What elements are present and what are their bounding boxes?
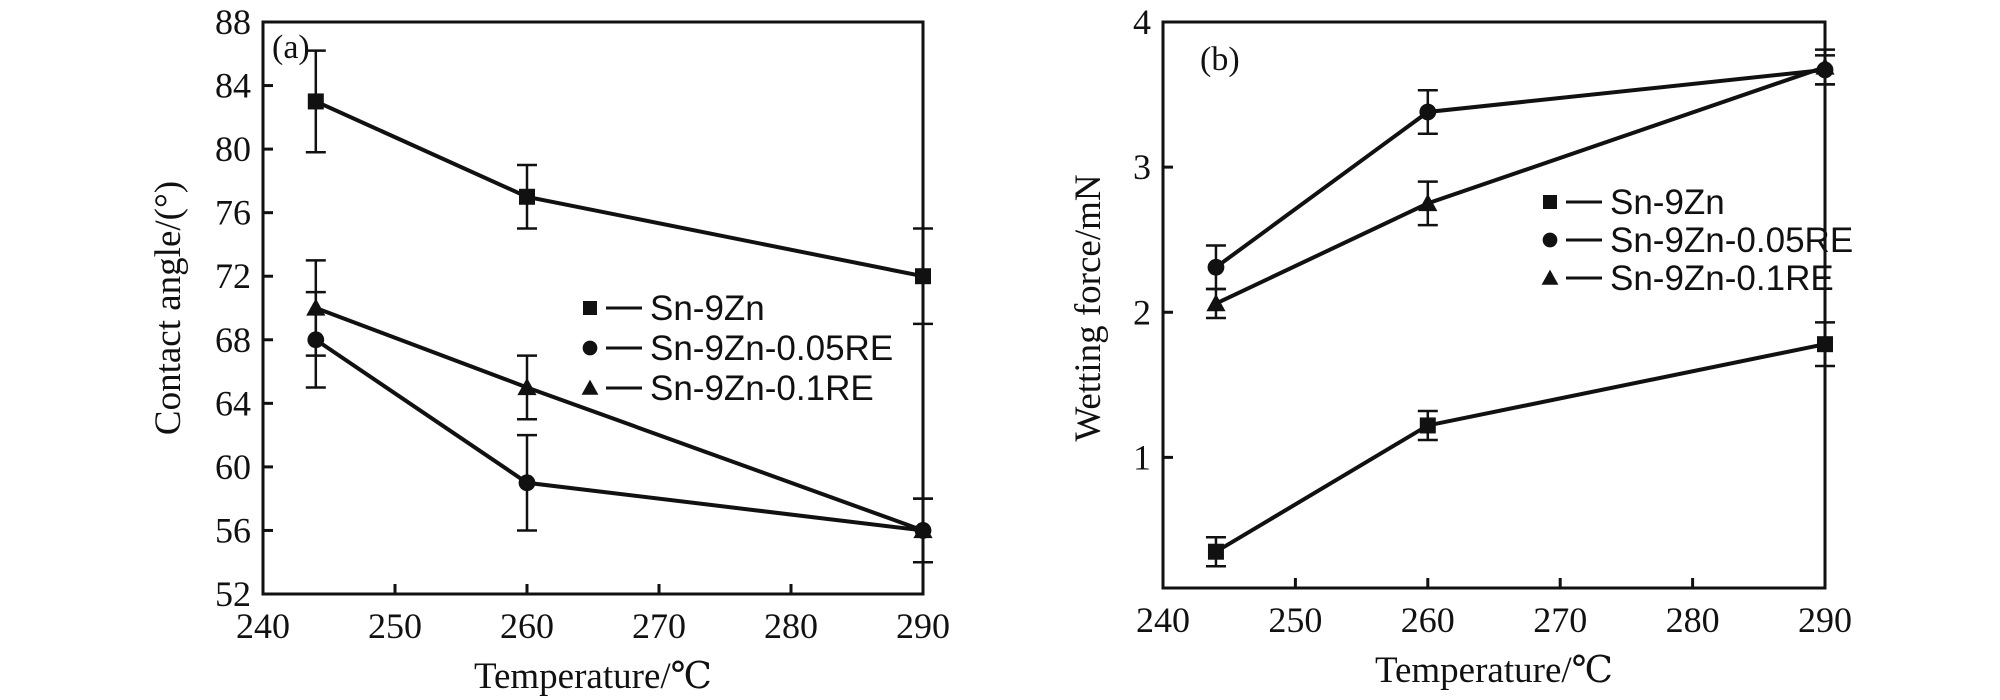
panel-a-x-tick-label: 290 (896, 606, 950, 646)
panel-a-y-tick-label: 60 (215, 447, 251, 487)
panel-b-x-tick-label: 260 (1401, 600, 1455, 640)
panel-a-y-tick-label: 68 (215, 320, 251, 360)
panel-b-legend-label: Sn-9Zn (1610, 183, 1725, 222)
panel-a-legend-label: Sn-9Zn (650, 289, 765, 328)
panel-a-data-point (307, 93, 324, 110)
panel-a-series-line (314, 99, 924, 279)
panel-a-x-axis-label: Temperature/℃ (474, 656, 712, 697)
panel-b-y-tick-label: 4 (1133, 2, 1151, 42)
panel-b-x-tick-label: 290 (1798, 600, 1852, 640)
panel-b-data-point (1419, 417, 1436, 434)
panel-b-x-axis-label: Temperature/℃ (1375, 650, 1613, 691)
panel-b: (b) Temperature/℃ Wetting force/mN 240 25… (1068, 2, 1853, 691)
panel-a-legend-label: Sn-9Zn-0.05RE (650, 329, 893, 368)
panel-b-plot-frame (1161, 20, 1827, 590)
panel-b-data-point (1418, 193, 1438, 212)
panel-b-y-tick-label: 2 (1133, 292, 1151, 332)
panel-a-y-tick-label: 76 (215, 193, 251, 233)
panel-a-x-tick-label: 240 (236, 606, 290, 646)
panel-b-legend-marker (1543, 195, 1557, 209)
panel-a-x-tick-label: 280 (764, 606, 818, 646)
panel-b-x-tick-label: 270 (1533, 600, 1587, 640)
panel-b-legend-marker (1542, 232, 1558, 248)
panel-b-y-tick-label: 3 (1133, 147, 1151, 187)
panel-a-y-tick-label: 88 (215, 2, 251, 42)
panel-a-marks (305, 49, 933, 564)
panel-b-legend-label: Sn-9Zn-0.1RE (1610, 259, 1834, 298)
panel-a-data-point (518, 474, 536, 492)
panel-b-x-tick-label: 250 (1268, 600, 1322, 640)
panel-a-data-point (913, 520, 933, 539)
panel-b-y-axis-label: Wetting force/mN (1068, 174, 1109, 441)
panel-a-data-point (306, 298, 326, 316)
panel-a-data-point (915, 268, 931, 285)
panel-b-data-point (1206, 293, 1226, 312)
panel-a-label: (a) (272, 29, 310, 66)
panel-a-x-tick-label: 250 (368, 606, 422, 646)
panel-b-data-point (1207, 258, 1225, 276)
panel-a-x-tick-label: 270 (632, 606, 686, 646)
panel-a-legend-label: Sn-9Zn-0.1RE (650, 369, 874, 408)
panel-a-y-axis-label: Contact angle/(°) (148, 181, 189, 435)
panel-a-y-tick-label: 56 (215, 510, 251, 550)
panel-b-data-point (1815, 57, 1835, 75)
panel-a-data-point (519, 188, 535, 205)
panel-b-x-tick-label: 280 (1666, 600, 1720, 640)
panel-b-legend-marker (1541, 269, 1559, 285)
panel-a-data-point (517, 377, 537, 396)
panel-b-series-line (1214, 342, 1826, 554)
panel-a-y-tick-label: 72 (215, 256, 251, 296)
panel-b-legend-label: Sn-9Zn-0.05RE (1610, 221, 1853, 260)
panel-b-ticks: 240 250 260 270 280 290 1 2 3 4 (1133, 2, 1852, 640)
panel-a-y-tick-label: 52 (215, 574, 251, 614)
panel-a-ticks: 240 250 260 270 280 290 52 56 60 64 68 72 76 80 84 88 (215, 2, 950, 646)
panel-b-y-tick-label: 1 (1133, 437, 1151, 477)
panel-b-data-point (1419, 103, 1437, 121)
panel-a-y-tick-label: 80 (215, 129, 251, 169)
panel-a-y-tick-label: 64 (215, 383, 251, 423)
panel-a-legend-marker (582, 340, 598, 356)
panel-b-data-point (1207, 543, 1224, 560)
panel-a-legend-marker (581, 379, 599, 395)
panel-b-x-tick-label: 240 (1136, 600, 1190, 640)
panel-b-data-point (1817, 336, 1833, 353)
panel-a-y-tick-label: 84 (215, 66, 251, 106)
panel-a: (a) Temperature/℃ Contact angle/(°) 240 2… (148, 2, 950, 697)
panel-b-marks (1205, 48, 1835, 568)
panel-b-label: (b) (1200, 41, 1240, 78)
panel-a-x-tick-label: 260 (500, 606, 554, 646)
panel-a-legend-marker (583, 301, 597, 315)
